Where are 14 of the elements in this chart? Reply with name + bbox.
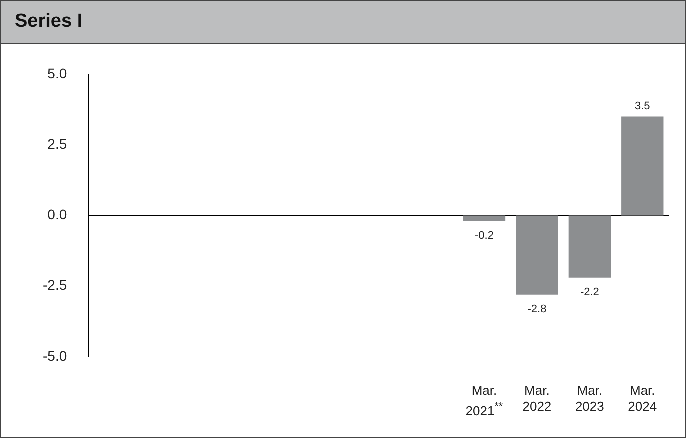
data-label: -0.2: [475, 230, 494, 242]
x-tick-label: Mar. 2024: [627, 383, 658, 415]
y-tick-label: 0.0: [48, 206, 68, 223]
x-tick-label: Mar. 2021$^{**}$: [464, 383, 504, 420]
chart-title: Series I: [1, 1, 685, 44]
y-tick-label: -5.0: [43, 348, 68, 364]
x-tick-label: Mar. 2022: [522, 383, 553, 415]
data-label: -2.8: [528, 303, 547, 316]
y-tick-label: 2.5: [48, 136, 68, 152]
data-label: 3.5: [634, 100, 650, 112]
x-tick-label: Mar. 2023: [574, 383, 606, 415]
y-tick-label: -2.5: [43, 277, 68, 294]
data-label: -2.2: [580, 286, 600, 298]
y-tick-label: 5.0: [48, 65, 68, 82]
